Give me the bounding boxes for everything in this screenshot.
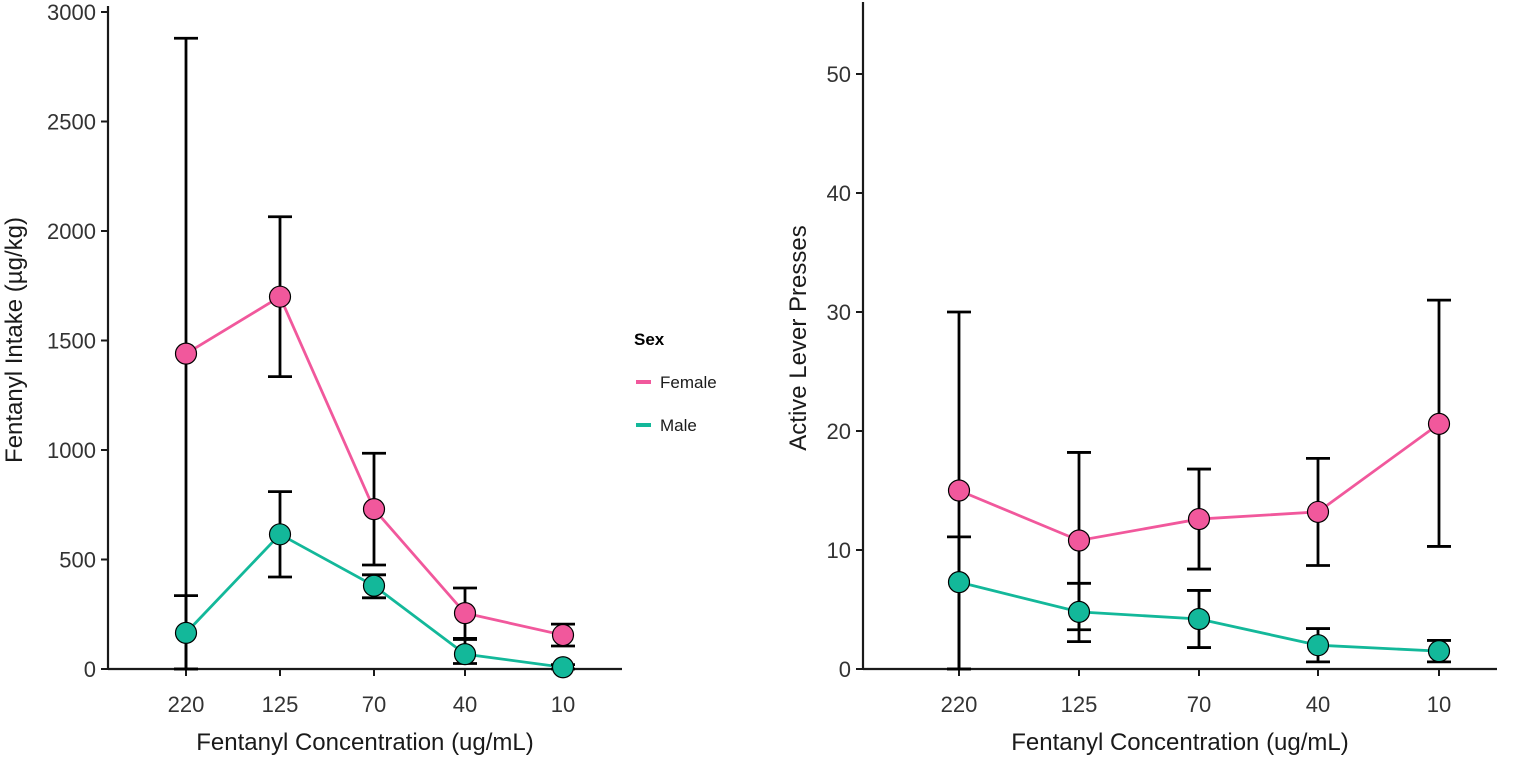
- data-point-female: [268, 285, 292, 308]
- data-point-male: [1427, 640, 1451, 663]
- y-tick-label: 0: [84, 657, 96, 682]
- y-tick-label: 2500: [47, 110, 96, 135]
- legend-label-male: Male: [660, 416, 697, 435]
- data-point-female: [1067, 529, 1091, 552]
- y-axis-title: Active Lever Presses: [785, 225, 812, 450]
- y-tick-label: 30: [827, 300, 851, 325]
- data-point-male: [453, 643, 477, 666]
- y-tick-label: 20: [827, 419, 851, 444]
- data-point-female: [1306, 500, 1330, 524]
- x-axis-title: Fentanyl Concentration (ug/mL): [1011, 729, 1349, 756]
- y-tick-label: 1000: [47, 438, 96, 463]
- data-point-male: [551, 656, 575, 679]
- data-point-male: [947, 571, 971, 594]
- y-tick-label: 0: [839, 657, 851, 682]
- x-tick-label: 10: [1427, 692, 1451, 717]
- y-tick-label: 1500: [47, 329, 96, 354]
- lever-press-panel: 0 10 20 30 40 50 220 125 70 40 10 Fentanyl Concentr…: [785, 2, 1497, 756]
- y-tick-label: 500: [59, 548, 96, 573]
- x-tick-label: 40: [1306, 692, 1330, 717]
- data-point-female: [362, 498, 386, 521]
- y-axis-title: Fentanyl Intake (µg/kg): [1, 217, 28, 463]
- x-tick-label: 220: [941, 692, 978, 717]
- data-point-male: [268, 523, 292, 546]
- data-point-female: [551, 623, 575, 647]
- x-tick-label: 10: [551, 692, 575, 717]
- x-tick-label: 70: [1187, 692, 1211, 717]
- y-tick-label: 40: [827, 181, 851, 206]
- data-point-male: [362, 574, 386, 597]
- x-tick-label: 70: [362, 692, 386, 717]
- x-tick-label: 40: [453, 692, 477, 717]
- legend-title: Sex: [634, 330, 665, 349]
- data-point-male: [1187, 607, 1211, 631]
- y-tick-label: 2000: [47, 219, 96, 244]
- data-point-female: [947, 479, 971, 502]
- data-point-male: [1067, 600, 1091, 623]
- intake-panel: 0 500 1000 1500 2000 2500 3000 220 125 70 40 10 Fent…: [1, 0, 622, 756]
- x-axis-title: Fentanyl Concentration (ug/mL): [196, 729, 534, 756]
- y-tick-label: 3000: [47, 0, 96, 25]
- x-tick-label: 125: [1061, 692, 1098, 717]
- data-point-female: [174, 342, 198, 365]
- data-point-female: [1187, 507, 1211, 531]
- y-tick-label: 50: [827, 62, 851, 87]
- legend-label-female: Female: [660, 373, 717, 392]
- error-bar-male: [947, 535, 971, 671]
- data-point-male: [1306, 634, 1330, 657]
- y-tick-label: 10: [827, 538, 851, 563]
- x-tick-label: 125: [262, 692, 299, 717]
- data-point-female: [1427, 412, 1451, 435]
- legend: Sex Female Male: [634, 330, 717, 435]
- data-point-male: [174, 621, 198, 644]
- x-tick-label: 220: [168, 692, 205, 717]
- data-point-female: [453, 602, 477, 625]
